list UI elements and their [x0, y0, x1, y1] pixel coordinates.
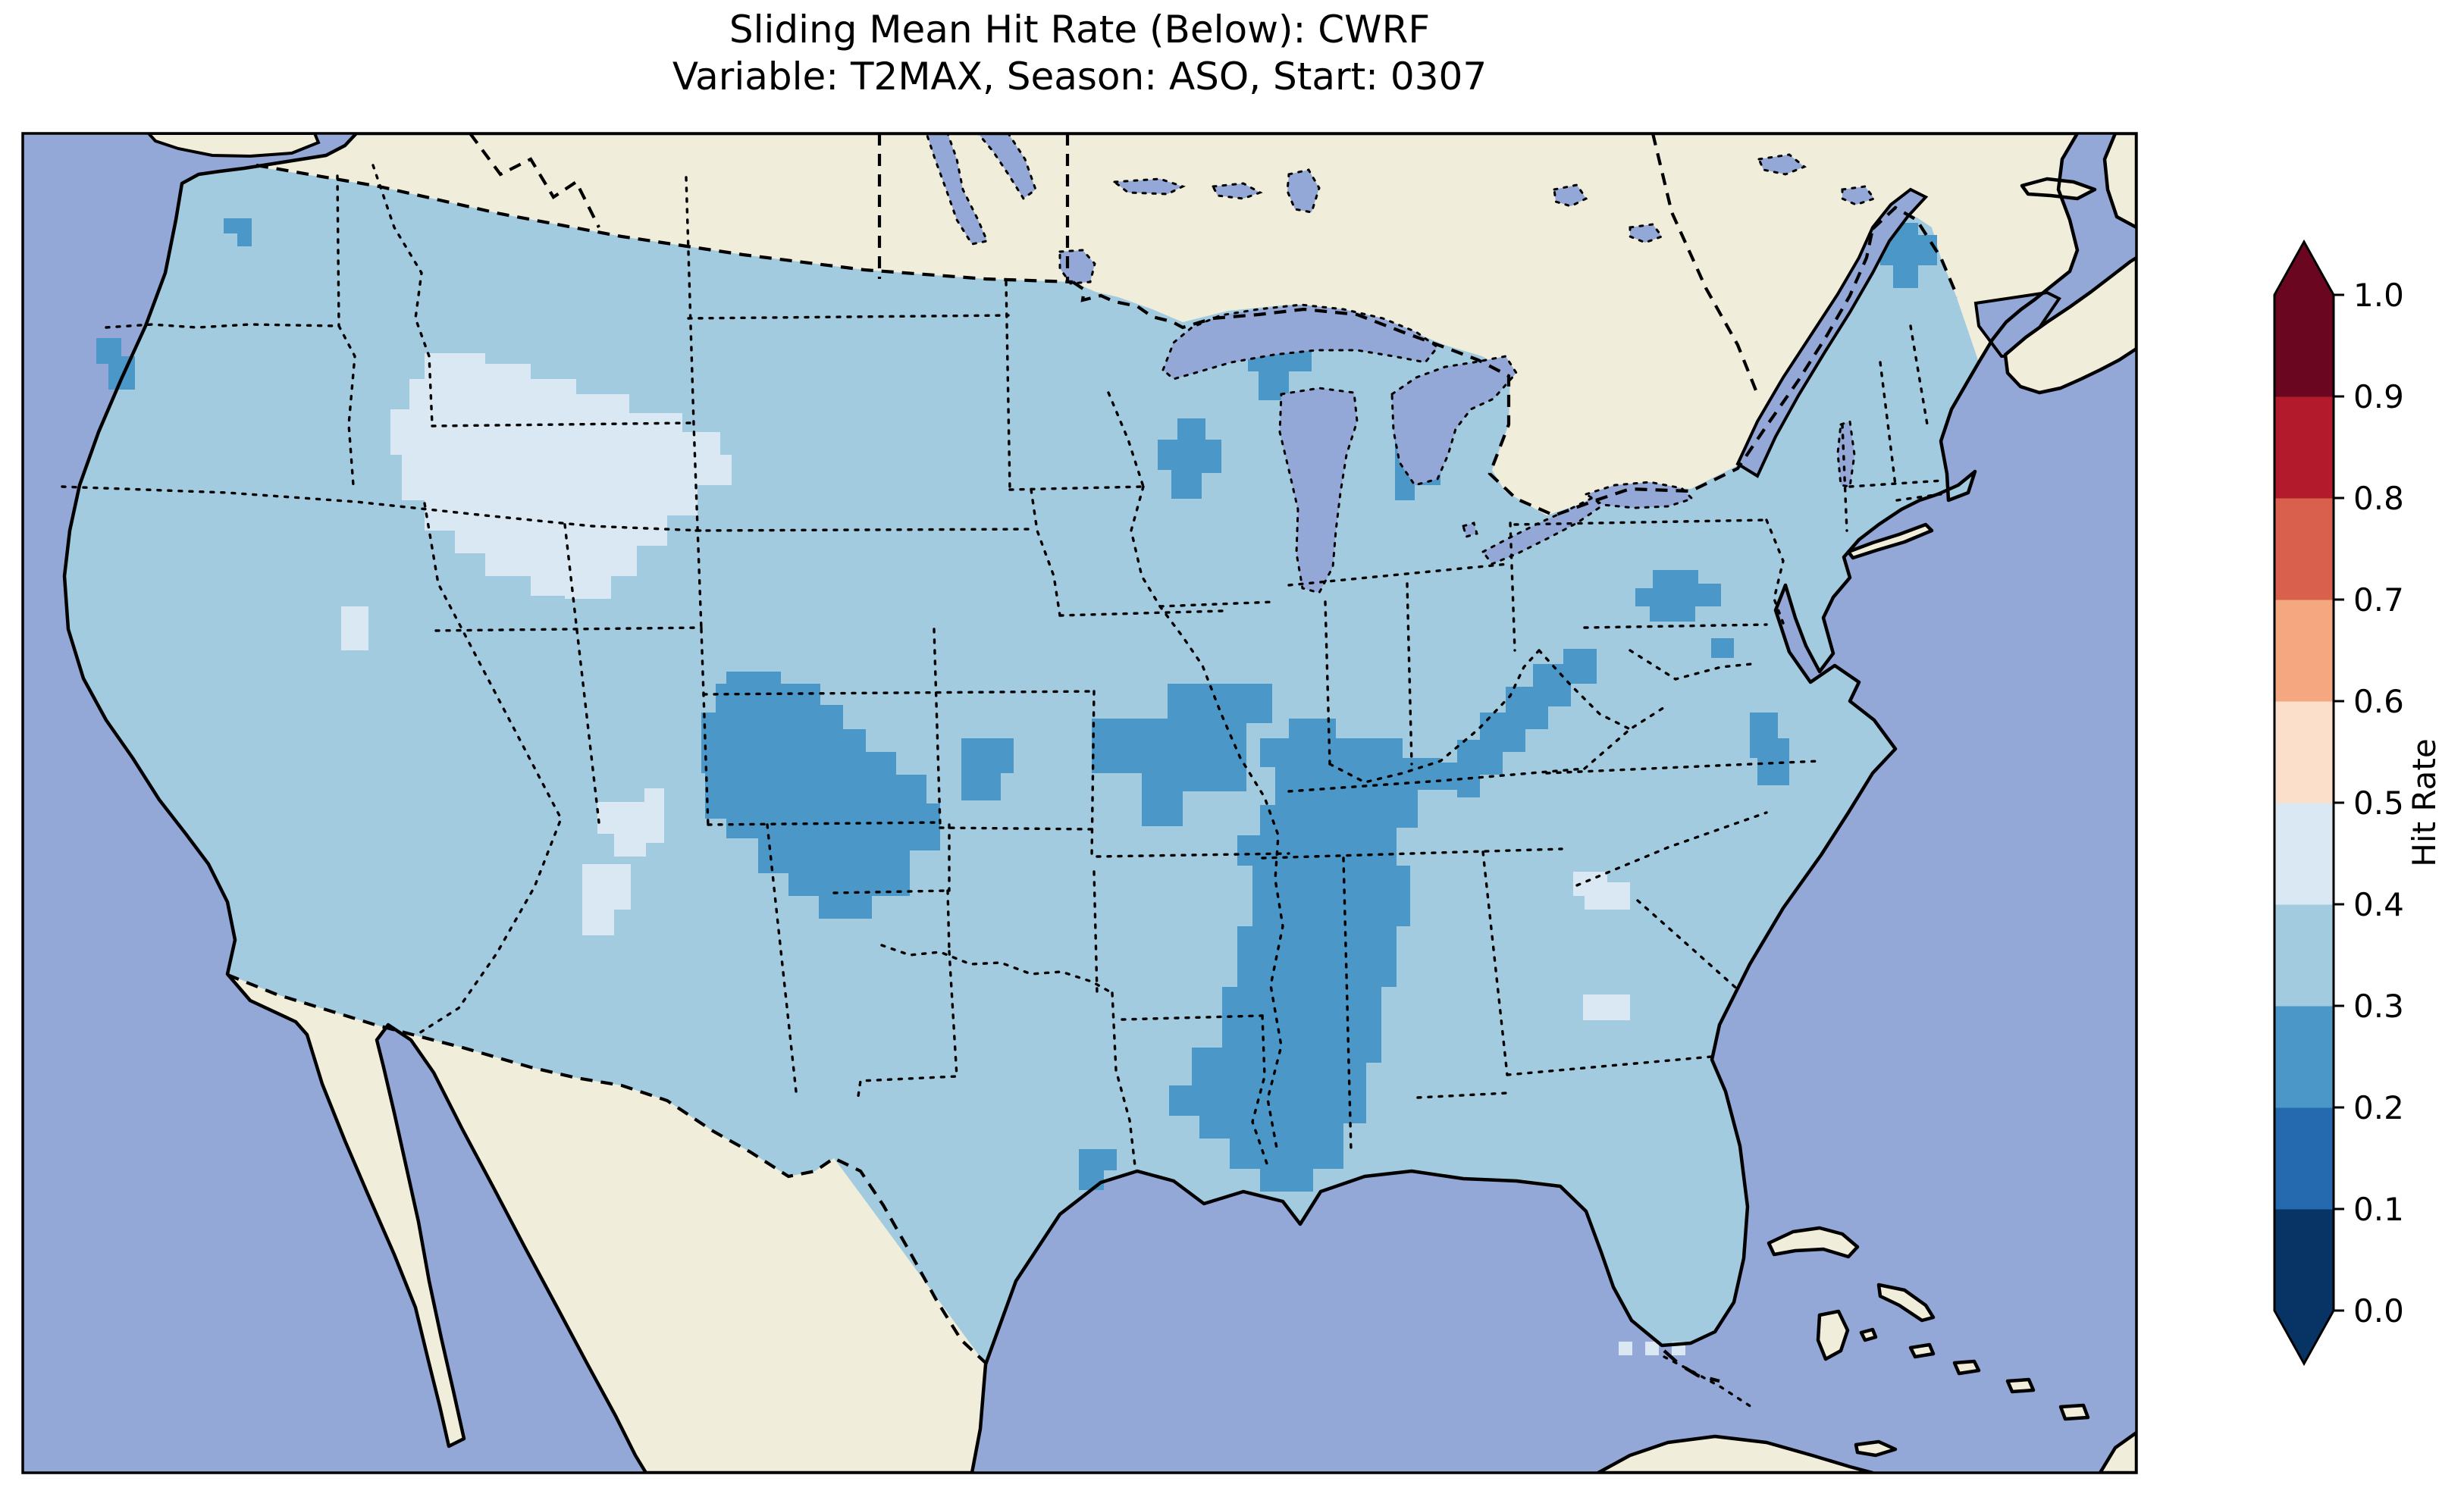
state-borders	[61, 164, 1944, 1408]
long-island	[1846, 522, 1934, 560]
central-georgia-patch	[1583, 994, 1630, 1020]
wyoming-montana-patch	[390, 353, 732, 596]
hispaniola-edge	[2098, 1430, 2136, 1473]
lake-huron	[1390, 355, 1518, 487]
florida-keys	[1663, 1349, 1720, 1383]
north-maine-patch	[1880, 223, 1937, 288]
colorbar-tick-label-0.7: 0.7	[2353, 581, 2404, 619]
figure-title: Sliding Mean Hit Rate (Below): CWRF Vari…	[23, 6, 2136, 100]
florida-keys-dot-2-patch	[1645, 1342, 1659, 1355]
quebec-lake-3	[1757, 153, 1807, 176]
pennsylvania-patch	[1635, 570, 1721, 622]
colorbar-bin-0.9-1.0	[2274, 295, 2334, 397]
rainy-lakes	[1111, 177, 1186, 196]
bahama-cay-1	[1859, 1327, 1878, 1342]
colorbar-extend-max-arrow	[2274, 242, 2334, 295]
map-frame	[21, 132, 2138, 1474]
oregon-coast-patch	[96, 338, 135, 390]
idaho-spot-patch	[341, 606, 368, 650]
eleuthera	[1876, 1283, 1936, 1323]
colorbar-bin-0.1-0.2	[2274, 1107, 2334, 1210]
bahama-cay-2	[1908, 1342, 1936, 1359]
colorbar: 1.0 0.9 0.8 0.7 0.6 0.5 0.4 0.3 0.2 0.1 0.0 Hit Ra…	[2273, 239, 2443, 1367]
colorbar-tick-label-0.2: 0.2	[2353, 1089, 2404, 1126]
hit-rate-patches	[96, 218, 1937, 1355]
lake-erie	[1481, 496, 1603, 565]
bahama-cay-5	[2058, 1403, 2090, 1421]
cuba-keys	[1854, 1439, 1898, 1458]
colorbar-tick-label-0.1: 0.1	[2353, 1191, 2404, 1228]
colorbar-bin-0.7-0.8	[2274, 498, 2334, 600]
colorbar-bin-0.0-0.1	[2274, 1209, 2334, 1311]
north-utah-patch	[565, 531, 637, 599]
colorbar-tick-label-0.3: 0.3	[2353, 988, 2404, 1025]
lake-ontario	[1583, 481, 1694, 509]
south-utah-b-patch	[582, 864, 631, 935]
lake-st-clair	[1462, 521, 1478, 538]
title-line-2: Variable: T2MAX, Season: ASO, Start: 030…	[672, 55, 1487, 99]
country-borders	[227, 133, 1959, 1364]
chesapeake-virginia-patch	[1750, 713, 1789, 785]
grand-bahama-abaco	[1766, 1226, 1860, 1259]
colorbar-bin-0.2-0.3	[2274, 1006, 2334, 1108]
andros-island	[1816, 1309, 1850, 1361]
us-mexico-border	[227, 973, 987, 1364]
colorbar-tick-label-0.6: 0.6	[2353, 683, 2404, 720]
quebec-lake-4	[1841, 185, 1876, 206]
maine-border	[1871, 205, 1959, 298]
ozark-missouri-arm-patch	[1092, 684, 1272, 826]
utah-colorado-edge-patch	[644, 788, 664, 843]
lake-superior	[1161, 303, 1440, 381]
colorbar-bin-0.5-0.6	[2274, 701, 2334, 803]
colorbar-axis-label: Hit Rate	[2406, 738, 2443, 866]
colorbar-tick-label-0.9: 0.9	[2353, 378, 2404, 415]
delmarva-cell-patch	[1711, 638, 1734, 658]
lakes-layer	[925, 133, 1876, 594]
colorbar-extend-min-arrow	[2274, 1311, 2334, 1364]
colorbar-tick-label-0.4: 0.4	[2353, 886, 2404, 923]
lake-michigan	[1278, 387, 1359, 594]
south-utah-a-patch	[597, 802, 646, 857]
florida-keys-dot-1-patch	[1619, 1342, 1632, 1355]
mississippi-valley-patch	[1169, 719, 1440, 1192]
colorbar-bin-0.6-0.7	[2274, 600, 2334, 702]
colorbar-segments	[2274, 242, 2334, 1364]
lake-winnipeg	[925, 133, 989, 246]
title-line-1: Sliding Mean Hit Rate (Below): CWRF	[729, 8, 1431, 52]
lake-winnipeg-east	[977, 133, 1037, 201]
quebec-lake-2	[1629, 223, 1664, 244]
colorbar-tick-label-0.8: 0.8	[2353, 480, 2404, 517]
colorbar-ticks	[2334, 293, 2344, 1312]
bahama-cay-3	[1952, 1359, 1981, 1376]
colorbar-bin-0.8-0.9	[2274, 396, 2334, 499]
appalachians-patch	[1434, 649, 1597, 797]
quebec-lake-1	[1553, 183, 1588, 208]
texas-coast-patch	[1079, 1149, 1117, 1190]
west-kansas-patch	[961, 738, 1014, 800]
us-canada-border	[255, 163, 1074, 284]
colorbar-bin-0.3-0.4	[2274, 904, 2334, 1007]
colorbar-tick-label-0.0: 0.0	[2353, 1292, 2404, 1330]
us-canada-border-lakes	[1071, 228, 1875, 518]
nova-scotia	[2003, 255, 2136, 395]
province-border-bc-ab	[469, 133, 600, 228]
cape-breton	[2102, 133, 2136, 230]
colorbar-tick-label-0.5: 0.5	[2353, 785, 2404, 822]
islands-layer	[1596, 133, 2136, 1473]
lake-nipigon	[1286, 168, 1321, 214]
ontario-lakes-small	[1211, 182, 1263, 200]
colorbar-bin-0.4-0.5	[2274, 803, 2334, 905]
colorbar-tick-labels: 1.0 0.9 0.8 0.7 0.6 0.5 0.4 0.3 0.2 0.1 0.0	[2353, 277, 2404, 1330]
st-lawrence-river	[1735, 187, 1929, 478]
wisconsin-patch	[1158, 418, 1221, 499]
vancouver-island	[146, 133, 321, 158]
colorado-plateau-patch	[701, 672, 940, 919]
puget-sound-patch	[224, 218, 252, 246]
colorbar-tick-label-1.0: 1.0	[2353, 277, 2404, 314]
bahama-cay-4	[2005, 1377, 2036, 1394]
cuba	[1596, 1434, 1875, 1473]
province-border-on-qc	[1651, 133, 1759, 395]
